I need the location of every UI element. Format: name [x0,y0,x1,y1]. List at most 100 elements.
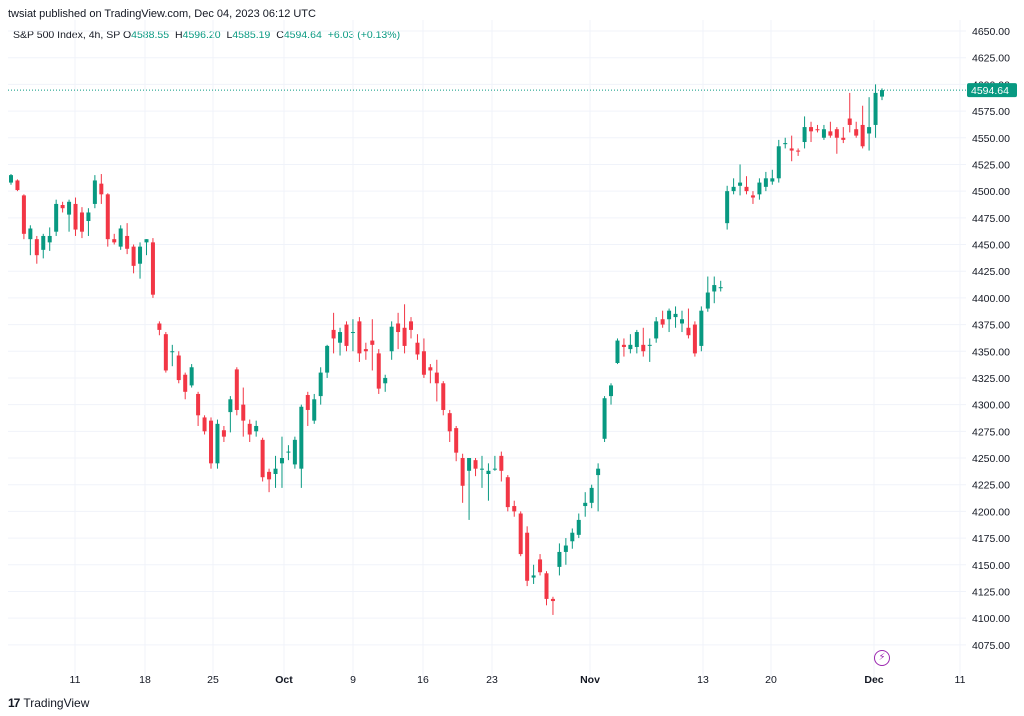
candle-body [776,146,781,179]
candle-body [54,203,59,232]
tradingview-name: TradingView [23,696,90,710]
lightning-icon[interactable]: ⚡ [874,650,890,666]
symbol-legend: S&P 500 Index, 4h, SP O4588.55 H4596.20 … [13,29,403,41]
candle-body [628,344,633,350]
y-tick-label: 4650.00 [972,26,1010,38]
candle-body [434,372,439,384]
candle-body [305,395,310,410]
x-tick-label: 18 [139,674,151,686]
y-tick-label: 4350.00 [972,346,1010,358]
candle-body [602,398,607,439]
y-tick-label: 4300.00 [972,400,1010,412]
candle-body [699,310,704,346]
candle-body [241,404,246,421]
candle-body [763,178,768,187]
candle-body [512,506,517,512]
candle-body [389,326,394,352]
candle-body [467,458,472,471]
candle-body [221,430,226,437]
candle-body [105,194,110,240]
y-tick-label: 4225.00 [972,480,1010,492]
x-tick-label: 16 [417,674,429,686]
last-price-badge [967,83,1017,98]
candle-body [163,334,168,371]
candle-body [738,182,743,186]
candle-body [596,468,601,476]
y-tick-label: 4550.00 [972,133,1010,145]
low-value: 4585.19 [232,29,271,41]
candle-body [499,455,504,471]
candle-body [267,471,272,480]
candle-body [441,383,446,410]
candle-body [518,513,523,555]
candle-body [402,327,407,346]
candle-body [383,377,388,384]
candle-body [409,321,414,330]
candle-body [376,353,381,389]
candle-body [692,324,697,354]
candle-body [879,90,885,97]
candle-body [789,148,794,151]
close-label: C [276,29,284,41]
candle-body [286,451,291,453]
candle-body [247,423,252,435]
x-tick-label: 11 [70,674,81,686]
candle-body [654,321,659,339]
candle-body [34,239,39,256]
candle-body [544,573,549,599]
publisher-header: twsiat published on TradingView.com, Dec… [8,8,316,20]
candle-body [460,458,465,486]
candle-body [28,228,33,240]
candle-body [583,502,588,507]
candle-body [718,287,723,289]
candle-body [325,345,330,373]
candle-body [370,340,375,345]
candle-body [802,127,807,143]
candle-body [415,342,420,355]
y-tick-label: 4125.00 [972,586,1010,598]
candle-body [750,195,755,198]
candle-body [86,212,91,222]
candle-body [525,532,530,581]
candle-body [731,186,736,192]
candle-body [809,127,814,132]
candle-body [157,323,162,330]
candle-body [118,228,123,247]
open-value: 4588.55 [131,29,170,41]
y-tick-label: 4425.00 [972,266,1010,278]
last-price-label: 4594.64 [971,85,1009,97]
y-tick-label: 4475.00 [972,213,1010,225]
candle-body [550,598,555,602]
candle-body [647,344,652,346]
candle-body [557,551,562,567]
candle-body [312,399,317,421]
candle-body [538,559,543,573]
candle-body [79,212,84,232]
candle-body [454,428,459,453]
candle-body [363,349,368,352]
candle-body [15,180,20,191]
candle-body [821,129,826,138]
candle-body [486,470,491,475]
candle-body [196,393,201,416]
y-tick-label: 4175.00 [972,533,1010,545]
y-tick-label: 4275.00 [972,426,1010,438]
close-value: 4594.64 [283,29,322,41]
high-value: 4596.20 [182,29,221,41]
candle-body [492,468,497,470]
y-tick-label: 4150.00 [972,560,1010,572]
candle-body [170,351,175,353]
y-tick-label: 4375.00 [972,320,1010,332]
candle-body [260,439,265,478]
candle-body [783,143,788,145]
candle-body [473,460,478,469]
candle-body [234,369,239,410]
candle-body [679,319,684,324]
y-tick-label: 4525.00 [972,159,1010,171]
candle-body [841,137,846,140]
candle-body [686,327,691,336]
candle-body [254,425,259,432]
candle-body [144,239,149,243]
symbol-name: S&P 500 Index, 4h, SP [13,29,121,41]
